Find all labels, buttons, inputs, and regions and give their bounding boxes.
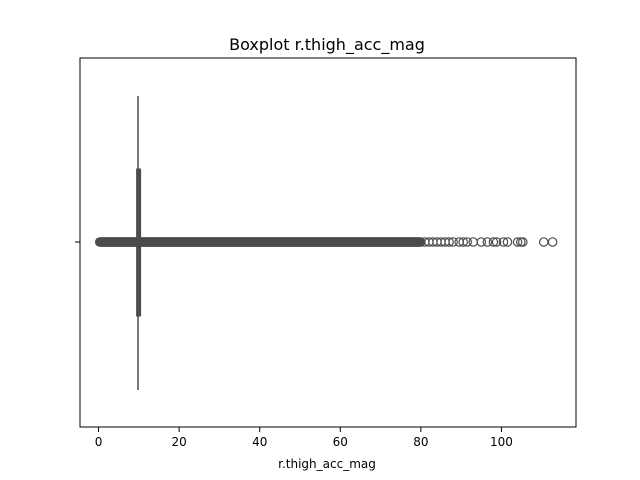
chart-title: Boxplot r.thigh_acc_mag (229, 35, 425, 55)
outlier-point (458, 237, 468, 247)
outlier-point (468, 237, 479, 247)
x-tick-label: 40 (252, 435, 267, 449)
outlier-point (488, 237, 499, 247)
box-group (136, 96, 142, 390)
outlier-point (448, 237, 458, 247)
outlier-point (498, 237, 509, 247)
outlier-point (518, 237, 528, 247)
outlier-point (547, 237, 558, 247)
outlier-point (491, 237, 502, 247)
x-tick-label: 0 (95, 435, 103, 449)
x-tick-label: 100 (490, 435, 513, 449)
outlier-point (462, 237, 473, 247)
outlier-point (476, 237, 487, 247)
x-tick-label: 60 (333, 435, 348, 449)
x-axis-ticks: 0 20 40 60 80 100 (95, 427, 513, 449)
outlier-point (502, 237, 513, 247)
x-axis-label: r.thigh_acc_mag (278, 457, 376, 471)
iqr-box (136, 168, 142, 317)
x-tick-label: 80 (413, 435, 428, 449)
x-tick-label: 20 (171, 435, 186, 449)
outlier-point (444, 237, 454, 247)
outlier-point (512, 237, 523, 247)
outlier-point (482, 237, 493, 247)
outlier-points (94, 237, 558, 247)
outlier-point (538, 237, 549, 247)
